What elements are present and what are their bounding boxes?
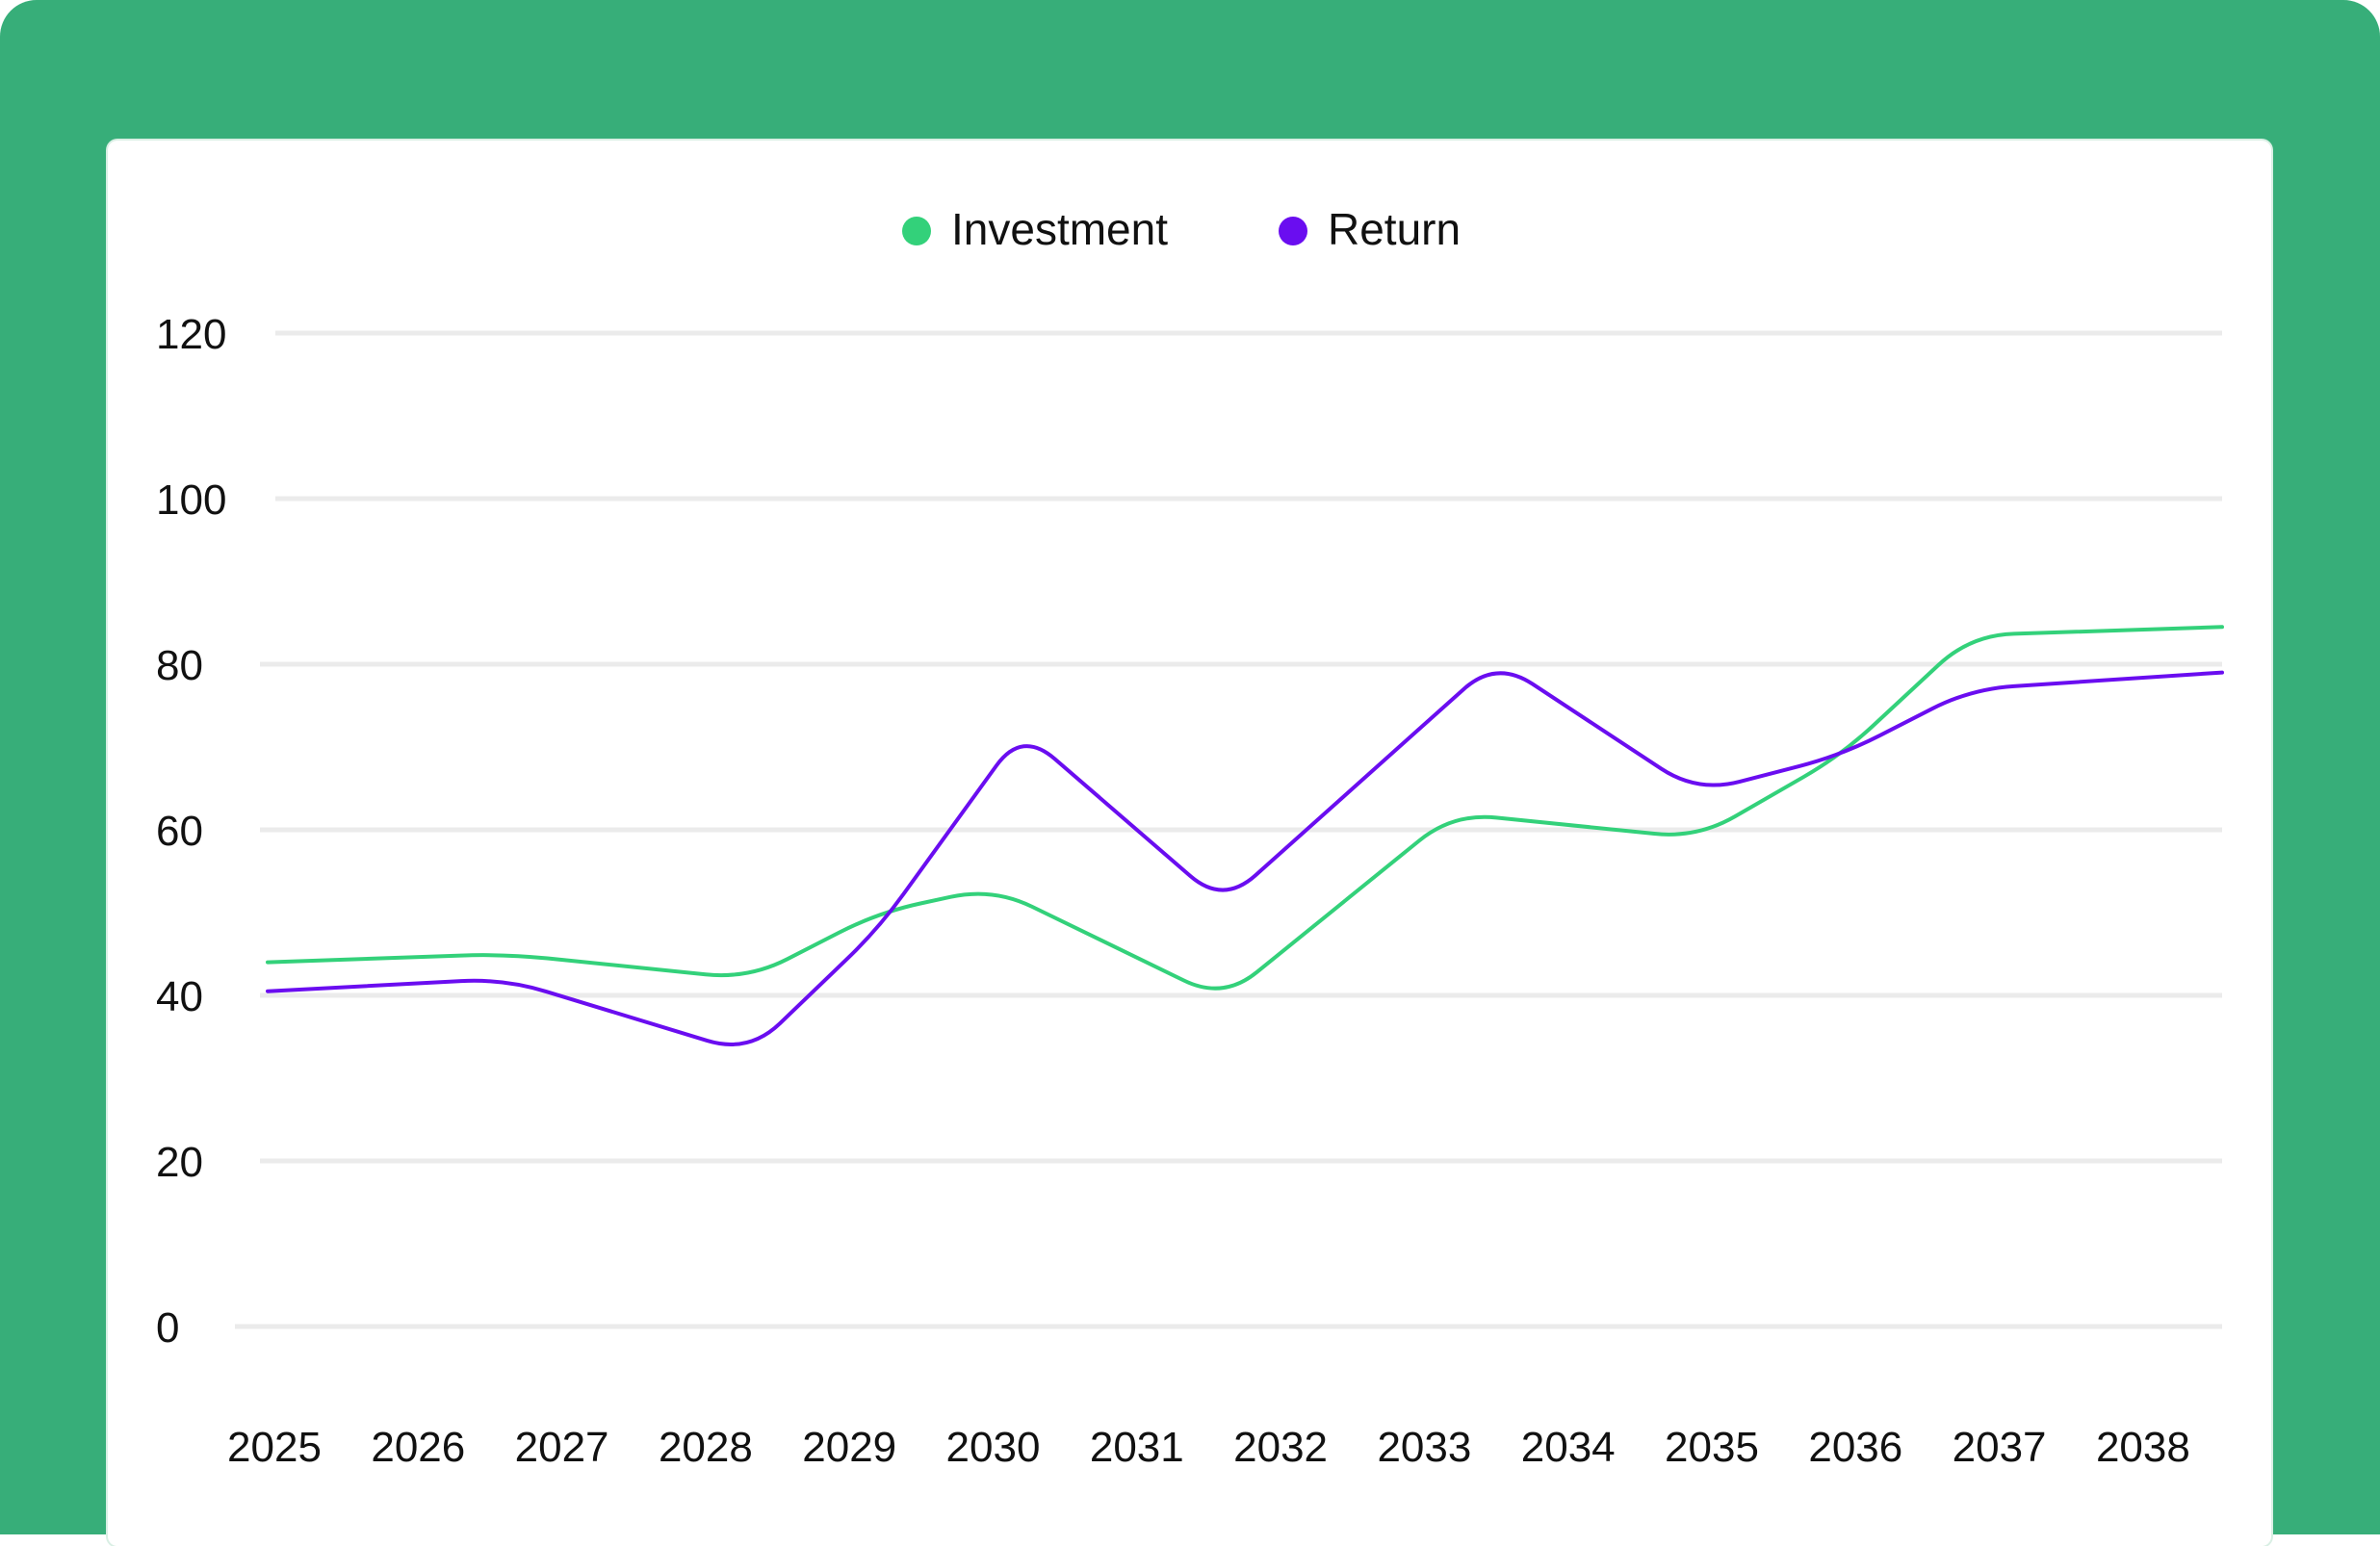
x-tick-label: 2025 [227,1424,322,1471]
x-tick-label: 2032 [1233,1424,1328,1471]
y-tick-label: 60 [156,808,203,855]
legend-item-investment[interactable]: Investment [902,204,1168,254]
x-tick-label: 2029 [802,1424,896,1471]
grid-lines [235,330,2222,1329]
x-tick-label: 2035 [1665,1424,1759,1471]
x-tick-label: 2033 [1377,1424,1471,1471]
legend-item-return[interactable]: Return [1279,204,1461,254]
x-tick-label: 2030 [946,1424,1041,1471]
x-tick-label: 2026 [371,1424,465,1471]
y-tick-label: 80 [156,642,203,689]
y-axis-ticks: 0 20 40 60 80 100 120 [156,311,226,1352]
y-tick-label: 100 [156,477,226,524]
chart-card [108,141,2271,1546]
x-tick-label: 2027 [515,1424,609,1471]
y-tick-label: 40 [156,973,203,1020]
x-tick-label: 2034 [1521,1424,1616,1471]
series-line-investment [266,625,2224,991]
x-tick-label: 2038 [2096,1424,2190,1471]
x-tick-label: 2028 [659,1424,753,1471]
x-tick-label: 2031 [1090,1424,1184,1471]
y-tick-label: 0 [156,1304,179,1352]
legend-marker-investment [902,217,931,245]
series-line-return [266,670,2224,1046]
y-tick-label: 20 [156,1139,203,1186]
series-lines [266,625,2224,1046]
legend: Investment Return [902,204,1461,254]
legend-label-investment: Investment [951,204,1168,254]
x-tick-label: 2037 [1953,1424,2047,1471]
y-tick-label: 120 [156,311,226,358]
legend-label-return: Return [1328,204,1461,254]
legend-marker-return [1279,217,1307,245]
x-tick-label: 2036 [1808,1424,1902,1471]
x-axis-ticks: 2025 2026 2027 2028 2029 2030 2031 2032 2033 2034… [227,1424,2190,1471]
